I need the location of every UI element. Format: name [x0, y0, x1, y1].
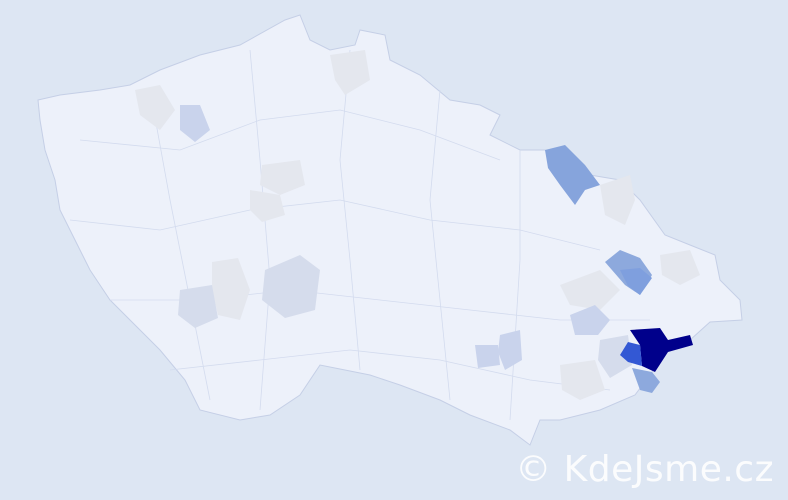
region-highlight: [330, 50, 370, 95]
region-highlight: [560, 270, 620, 310]
region-highlight: [262, 255, 320, 318]
country-outline: [37, 14, 743, 446]
region-highlight: [570, 305, 610, 335]
region-highlight: [178, 285, 218, 328]
region-highlight: [632, 368, 660, 393]
region-highlight: [560, 360, 605, 400]
region-highlight: [620, 342, 642, 366]
region-highlight: [620, 268, 652, 295]
region-highlight: [630, 328, 693, 372]
region-highlight: [135, 85, 175, 130]
region-highlight: [212, 258, 250, 320]
region-highlight: [545, 145, 600, 205]
region-highlight: [598, 335, 632, 378]
region-highlight: [475, 345, 500, 368]
region-highlight: [180, 105, 210, 142]
watermark: © KdeJsme.cz: [515, 449, 774, 490]
region-highlight: [660, 250, 700, 285]
region-highlight: [600, 175, 635, 225]
region-highlight: [250, 190, 285, 222]
region-highlight: [498, 330, 522, 370]
region-highlight: [260, 160, 305, 195]
